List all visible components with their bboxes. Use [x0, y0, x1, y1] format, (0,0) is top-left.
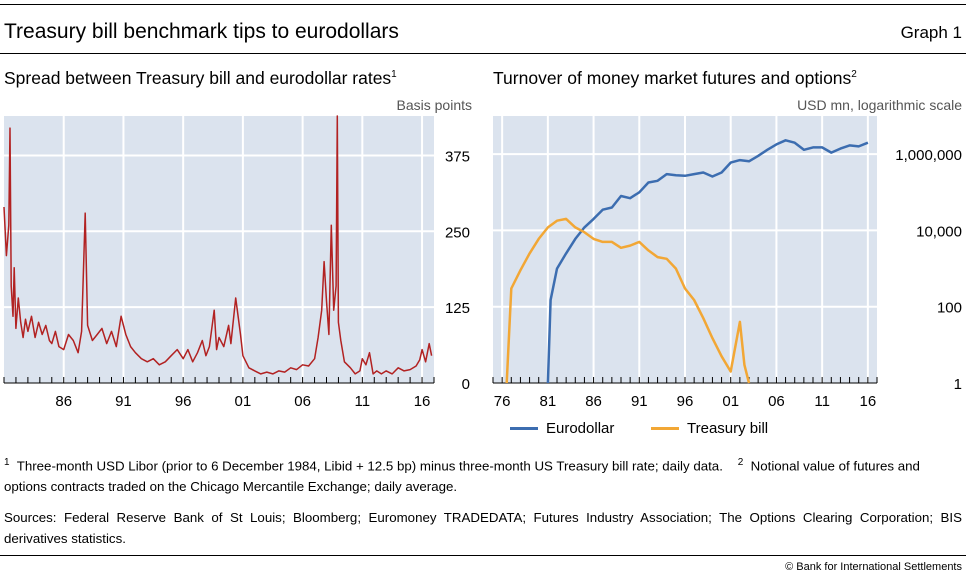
right-x-tick-label: 86 — [585, 393, 602, 410]
title-rule — [0, 53, 966, 54]
legend-item-eurodollar: Eurodollar — [510, 420, 614, 438]
footnote-1-mark: 1 — [4, 457, 10, 468]
left-y-tick-label: 0 — [462, 376, 470, 393]
legend-label-treasury-bill: Treasury bill — [687, 420, 769, 437]
copyright: © Bank for International Settlements — [785, 561, 962, 573]
left-series-line-0 — [3, 115, 433, 375]
left-x-tick-label: 11 — [355, 393, 371, 410]
left-panel-title-text: Spread between Treasury bill and eurodol… — [4, 68, 392, 88]
right-x-tick-label: 91 — [631, 393, 648, 410]
graph-title: Treasury bill benchmark tips to eurodoll… — [4, 20, 399, 43]
right-series-line-0 — [546, 139, 869, 384]
left-y-tick-label: 125 — [445, 300, 470, 317]
left-x-tick-label: 01 — [235, 393, 252, 410]
footnote-2-mark: 2 — [737, 457, 744, 468]
graph-number: Graph 1 — [900, 23, 962, 42]
footnotes: 1 Three-month USD Libor (prior to 6 Dece… — [4, 452, 962, 497]
left-panel-title: Spread between Treasury bill and eurodol… — [4, 68, 397, 89]
right-x-tick-label: 16 — [860, 393, 877, 410]
right-panel-title: Turnover of money market futures and opt… — [493, 68, 857, 89]
right-y-tick-label: 10,000 — [916, 223, 962, 240]
right-x-tick-label: 76 — [494, 393, 511, 410]
right-x-tick-label: 01 — [722, 393, 739, 410]
right-y-tick-label: 100 — [937, 300, 962, 317]
left-y-tick-label: 375 — [445, 148, 470, 165]
footnote-2-text: Notional value of futures and options co… — [4, 458, 920, 495]
legend-item-treasury-bill: Treasury bill — [651, 420, 768, 438]
top-rule — [0, 4, 966, 5]
left-panel-unit-label: Basis points — [396, 97, 472, 113]
right-x-tick-label: 11 — [814, 393, 830, 410]
right-x-tick-label: 06 — [768, 393, 785, 410]
right-y-tick-label: 1 — [954, 376, 962, 393]
footnote-1-text: Three-month USD Libor (prior to 6 Decemb… — [16, 458, 723, 474]
legend-swatch-eurodollar — [510, 427, 538, 431]
legend-label-eurodollar: Eurodollar — [546, 420, 615, 437]
left-y-tick-label: 250 — [445, 224, 470, 241]
left-x-tick-label: 86 — [55, 393, 72, 410]
right-series-line-1 — [505, 217, 751, 384]
right-chart: 76 81 86 91 96 01 06 11 16 1 100 10,000 1,000,000 — [492, 116, 962, 410]
right-x-tick-label: 81 — [540, 393, 557, 410]
sources-note: Sources: Federal Reserve Bank of St Loui… — [4, 510, 962, 546]
left-x-tick-label: 16 — [414, 393, 431, 410]
left-x-tick-label: 91 — [115, 393, 132, 410]
right-y-tick-label: 1,000,000 — [895, 147, 962, 164]
right-panel-footnote-mark: 2 — [851, 69, 857, 81]
left-x-tick-label: 06 — [294, 393, 311, 410]
left-x-tick-label: 96 — [175, 393, 192, 410]
left-chart: 86 91 96 01 06 11 16 0 125 250 375 — [3, 115, 470, 410]
right-panel-unit-label: USD mn, logarithmic scale — [797, 97, 962, 113]
bottom-rule — [0, 555, 966, 556]
right-x-tick-label: 96 — [677, 393, 694, 410]
left-panel-footnote-mark: 1 — [391, 69, 397, 81]
right-panel-title-text: Turnover of money market futures and opt… — [493, 68, 852, 88]
legend-swatch-treasury-bill — [651, 427, 679, 431]
